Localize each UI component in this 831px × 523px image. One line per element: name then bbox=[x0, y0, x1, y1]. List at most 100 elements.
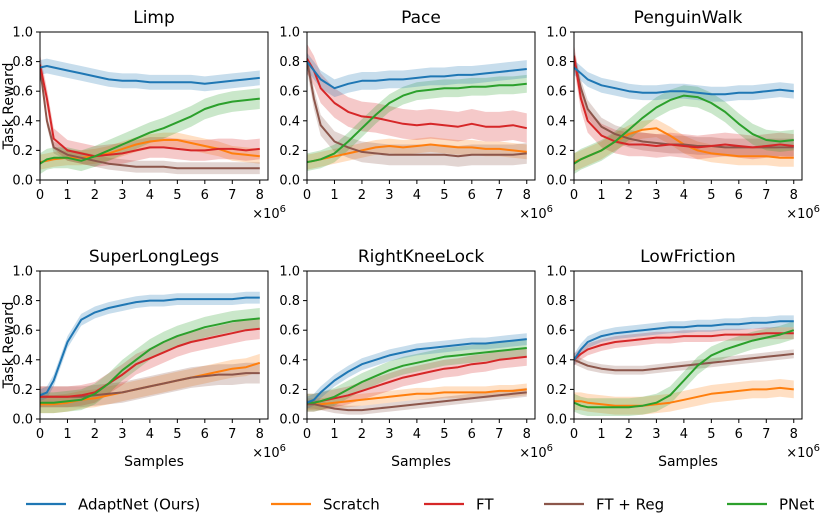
x-tick-label: 7 bbox=[228, 427, 236, 442]
x-tick-label: 0 bbox=[303, 427, 311, 442]
band-ft bbox=[40, 318, 260, 408]
x-multiplier: ×106 bbox=[519, 204, 553, 222]
band-pnet bbox=[574, 85, 794, 175]
x-tick-label: 2 bbox=[358, 188, 366, 203]
x-tick-label: 1 bbox=[597, 427, 605, 442]
x-tick-label: 7 bbox=[228, 188, 236, 203]
y-tick-label: 0.2 bbox=[12, 144, 33, 159]
band-ft bbox=[307, 43, 527, 143]
legend-label: FT bbox=[476, 496, 494, 514]
x-tick-label: 3 bbox=[385, 427, 393, 442]
line-scratch bbox=[574, 386, 794, 407]
band-ft bbox=[40, 54, 260, 167]
axes-frame bbox=[573, 270, 803, 420]
y-tick-label: 1.0 bbox=[279, 265, 300, 280]
plot-area bbox=[40, 291, 261, 414]
x-tick-label: 2 bbox=[91, 188, 99, 203]
x-tick-label: 0 bbox=[303, 188, 311, 203]
line-ft-reg bbox=[307, 391, 527, 412]
x-multiplier: ×106 bbox=[786, 204, 820, 222]
line-pnet bbox=[574, 329, 795, 409]
y-tick-label: 0.8 bbox=[546, 55, 567, 70]
x-tick-label: 4 bbox=[680, 188, 688, 203]
x-multiplier: ×106 bbox=[786, 443, 820, 461]
band-scratch bbox=[307, 383, 527, 411]
y-tick-label: 0.2 bbox=[279, 383, 300, 398]
x-tick-label: 6 bbox=[735, 188, 743, 203]
y-tick-label: 0.0 bbox=[546, 413, 567, 428]
plot-area bbox=[574, 43, 794, 175]
panel-title: Limp bbox=[133, 8, 175, 28]
x-tick-label: 0 bbox=[36, 188, 44, 203]
y-tick-label: 1.0 bbox=[12, 265, 33, 280]
y-tick-label: 0.4 bbox=[546, 114, 567, 129]
y-tick-label: 0.4 bbox=[12, 353, 33, 368]
panel-limp: Limp 0.0 0.2 0.4 0.6 0.8 1.0 0 1 2 3 4 5 6 7 8×106 Task … bbox=[1, 8, 286, 222]
legend-label: PNet bbox=[779, 496, 814, 514]
line-pnet bbox=[40, 97, 260, 165]
plot-area bbox=[307, 333, 527, 415]
band-pnet bbox=[40, 308, 260, 414]
x-tick-label: 6 bbox=[468, 188, 476, 203]
x-tick-label: 6 bbox=[201, 188, 209, 203]
y-tick-label: 0.8 bbox=[279, 294, 300, 309]
x-axis-label: Samples bbox=[391, 454, 451, 470]
x-tick-label: 1 bbox=[63, 188, 71, 203]
x-tick-label: 5 bbox=[173, 188, 181, 203]
x-tick-label: 8 bbox=[790, 427, 798, 442]
band-adaptnet bbox=[40, 58, 260, 92]
x-tick-label: 1 bbox=[330, 427, 338, 442]
band-ft-reg bbox=[574, 349, 794, 375]
x-multiplier: ×106 bbox=[252, 443, 286, 461]
y-tick-label: 0.6 bbox=[12, 85, 33, 100]
x-tick-label: 7 bbox=[495, 188, 503, 203]
x-tick-label: 4 bbox=[146, 427, 154, 442]
y-tick-label: 0.2 bbox=[546, 383, 567, 398]
x-tick-label: 3 bbox=[118, 188, 126, 203]
x-tick-label: 8 bbox=[523, 188, 531, 203]
band-adaptnet bbox=[574, 315, 794, 366]
y-tick-label: 1.0 bbox=[546, 26, 567, 41]
axes-frame bbox=[39, 31, 269, 181]
line-pnet bbox=[574, 94, 794, 165]
x-tick-label: 7 bbox=[762, 188, 770, 203]
line-ft bbox=[40, 64, 260, 158]
band-ft bbox=[574, 327, 794, 366]
y-tick-label: 0.2 bbox=[279, 144, 300, 159]
y-tick-label: 0.8 bbox=[279, 55, 300, 70]
band-ft-reg bbox=[40, 61, 260, 175]
plot-area bbox=[307, 43, 528, 172]
panel-title: PenguinWalk bbox=[634, 8, 743, 28]
line-ft bbox=[307, 355, 527, 404]
line-ft-reg bbox=[40, 67, 260, 170]
y-tick-label: 0.6 bbox=[546, 85, 567, 100]
legend-item-ft: FT bbox=[424, 496, 494, 514]
y-tick-label: 0.4 bbox=[279, 114, 300, 129]
line-scratch bbox=[307, 388, 527, 406]
x-tick-label: 5 bbox=[440, 427, 448, 442]
y-tick-label: 0.8 bbox=[12, 294, 33, 309]
x-tick-label: 1 bbox=[330, 188, 338, 203]
legend-label: Scratch bbox=[323, 496, 380, 514]
legend-label: AdaptNet (Ours) bbox=[78, 496, 200, 514]
y-tick-label: 0.2 bbox=[12, 383, 33, 398]
axes-frame bbox=[573, 31, 803, 181]
line-adaptnet bbox=[307, 338, 527, 404]
y-tick-label: 0.4 bbox=[279, 353, 300, 368]
x-axis-label: Samples bbox=[658, 454, 718, 470]
legend-item-pnet: PNet bbox=[727, 496, 814, 514]
line-adaptnet bbox=[574, 66, 794, 96]
plot-area bbox=[574, 315, 795, 416]
y-tick-label: 0.6 bbox=[546, 324, 567, 339]
x-tick-label: 4 bbox=[413, 188, 421, 203]
x-tick-label: 0 bbox=[570, 427, 578, 442]
x-tick-label: 3 bbox=[652, 427, 660, 442]
band-adaptnet bbox=[307, 52, 527, 98]
panel-lowfriction: LowFriction 0.0 0.2 0.4 0.6 0.8 1.0 0 1 2 3 4 5 6 7 8×1… bbox=[546, 247, 820, 470]
line-pnet bbox=[307, 82, 527, 164]
y-tick-label: 1.0 bbox=[12, 26, 33, 41]
line-pnet bbox=[40, 317, 260, 404]
x-tick-label: 5 bbox=[707, 427, 715, 442]
axes-frame bbox=[306, 270, 536, 420]
x-multiplier: ×106 bbox=[519, 443, 553, 461]
